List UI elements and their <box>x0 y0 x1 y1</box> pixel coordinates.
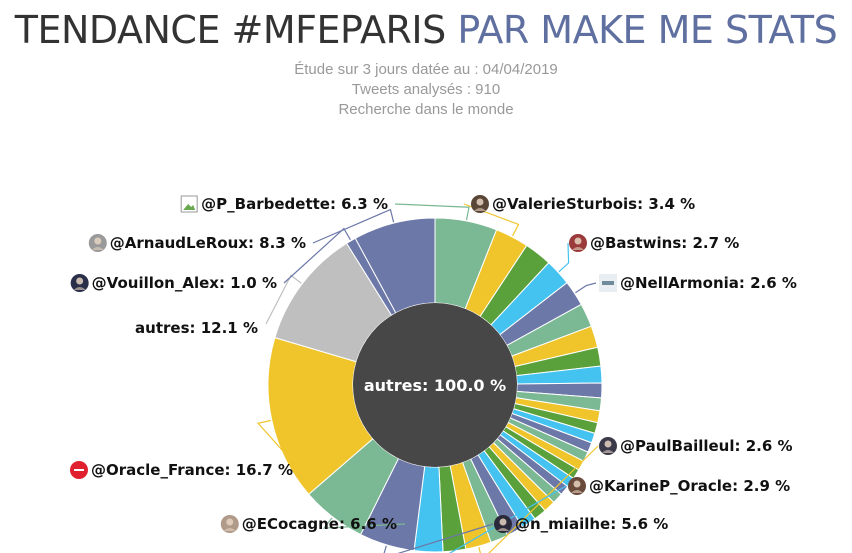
connector-nellarmonia <box>575 282 597 294</box>
connector-ecocagne <box>322 517 406 529</box>
slice-labels: @P_Barbedette: 6.3 % @ValerieSturbois: 3.… <box>69 195 797 553</box>
label-arnaudleroux: @ArnaudLeRoux: 8.3 % <box>110 234 306 252</box>
connector-arnaudleroux <box>312 208 395 244</box>
avatar-valeriesturbois <box>471 195 489 213</box>
chart-title: TENDANCE #MFEPARIS PAR MAKE ME STATS <box>0 8 852 52</box>
label-n-miailhe: @n_miailhe: 5.6 % <box>515 515 668 533</box>
broken-image-icon <box>180 195 198 213</box>
avatar-paulbailleul <box>599 437 617 455</box>
connector-p-barbedette <box>394 203 470 221</box>
label-karinep-oracle: @KarineP_Oracle: 2.9 % <box>589 477 790 495</box>
inner-circle <box>353 303 517 467</box>
avatar-vouillon-alex <box>70 274 89 292</box>
label-vouillon-alex: @Vouillon_Alex: 1.0 % <box>92 274 277 292</box>
avatar-bastwins <box>569 234 587 252</box>
subtitle-date: Étude sur 3 jours datée au : 04/04/2019 <box>294 61 558 78</box>
title-hashtag: TENDANCE #MFEPARIS <box>14 8 447 52</box>
label-ecocagne: @ECocagne: 6.6 % <box>242 515 397 533</box>
connector-bastwins <box>558 242 570 273</box>
connector-paulbailleul <box>478 445 599 553</box>
avatar-oracle-france <box>69 461 88 479</box>
avatar-nellarmonia <box>599 274 617 292</box>
connector-karinep-oracle <box>427 485 567 553</box>
label-bastwins: @Bastwins: 2.7 % <box>590 234 739 252</box>
connector-autres <box>265 274 302 325</box>
label-paulbailleul: @PaulBailleul: 2.6 % <box>620 437 793 455</box>
avatar-arnaudleroux <box>88 234 107 252</box>
label-nellarmonia: @NellArmonia: 2.6 % <box>620 274 797 292</box>
label-valeriesturbois: @ValerieSturbois: 3.4 % <box>492 195 695 213</box>
center-label: autres: 100.0 % <box>364 376 506 395</box>
avatar-ecocagne <box>220 515 239 533</box>
title-brand: PAR MAKE ME STATS <box>457 8 838 52</box>
label-oracle-france: @Oracle_France: 16.7 % <box>91 461 293 479</box>
label-autres: autres: 12.1 % <box>135 319 258 337</box>
subtitle-tweets: Tweets analysés : 910 <box>351 81 501 98</box>
connector-vouillon-alex <box>283 227 351 284</box>
avatar-karinep-oracle <box>568 477 586 495</box>
avatar-n-miailhe <box>494 515 512 533</box>
connector-oracle-france <box>256 419 301 471</box>
connector-n-miailhe <box>383 523 494 553</box>
subtitle-scope: Recherche dans le monde <box>338 101 514 118</box>
label-p-barbedette: @P_Barbedette: 6.3 % <box>201 195 388 213</box>
